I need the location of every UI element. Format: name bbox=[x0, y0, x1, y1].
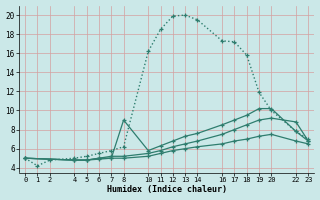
X-axis label: Humidex (Indice chaleur): Humidex (Indice chaleur) bbox=[107, 185, 227, 194]
